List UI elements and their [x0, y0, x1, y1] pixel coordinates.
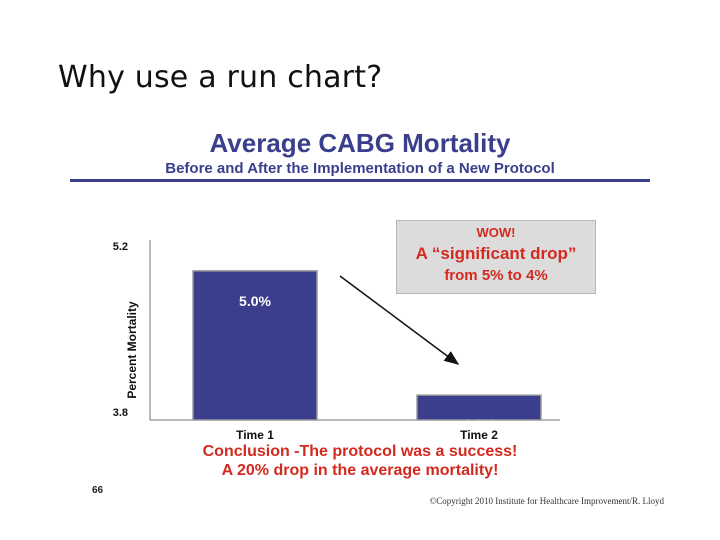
chart-subtitle: Before and After the Implementation of a…: [165, 160, 555, 177]
callout-wow: WOW!: [476, 225, 516, 240]
slide-title: Why use a run chart?: [58, 60, 383, 95]
trend-arrow: [339, 275, 460, 365]
bar-time-1: [192, 270, 318, 421]
callout-from-to: from 5% to 4%: [444, 267, 548, 284]
data-label-2: 4.0%: [463, 417, 495, 433]
chart-title: Average CABG Mortality: [209, 128, 511, 158]
x-tick-label-2: Time 2: [460, 428, 498, 442]
y-axis-label: Percent Mortality: [125, 301, 139, 399]
data-label-1: 5.0%: [239, 293, 271, 309]
y-tick-label-min: 3.8: [113, 407, 128, 419]
x-tick-label-1: Time 1: [236, 428, 274, 442]
conclusion-text: Conclusion -The protocol was a success! …: [150, 442, 570, 480]
wow-callout: WOW! A “significant drop” from 5% to 4%: [396, 220, 596, 294]
copyright: ©Copyright 2010 Institute for Healthcare…: [429, 496, 664, 506]
y-tick-label-max: 5.2: [113, 241, 128, 253]
callout-significant-drop: A “significant drop”: [415, 244, 577, 263]
page-number: 66: [92, 485, 104, 496]
conclusion-line-1: Conclusion -The protocol was a success!: [202, 443, 518, 460]
conclusion-line-2: A 20% drop in the average mortality!: [221, 462, 499, 479]
title-divider: [70, 179, 650, 182]
bar-time-2: [416, 394, 542, 421]
